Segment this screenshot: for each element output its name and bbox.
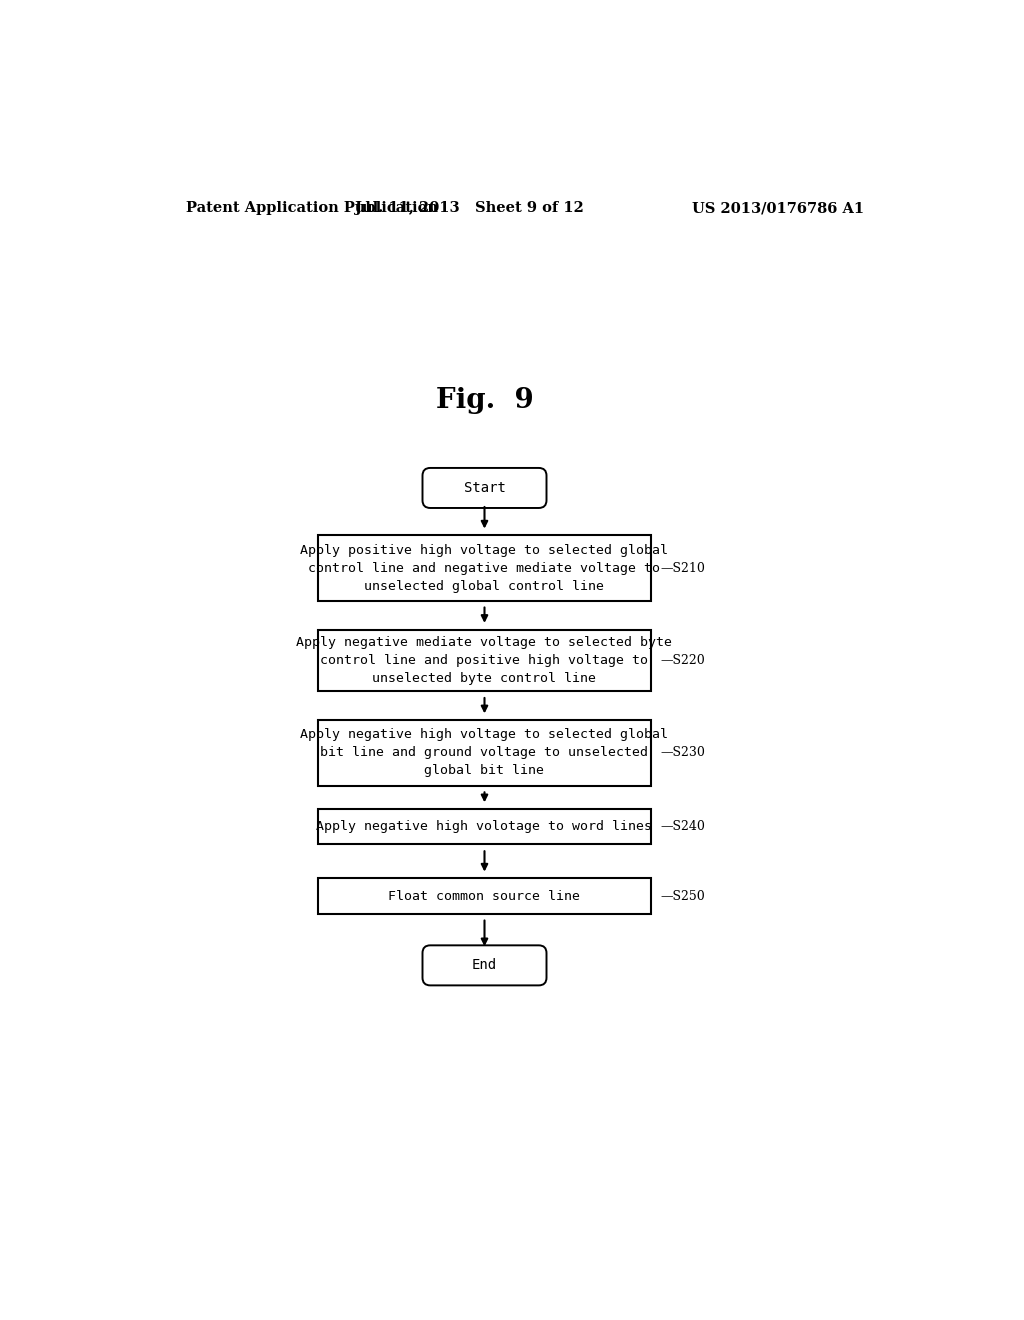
Text: Fig.  9: Fig. 9: [435, 388, 534, 414]
Text: Apply positive high voltage to selected global
control line and negative mediate: Apply positive high voltage to selected …: [300, 544, 669, 593]
Text: —S230: —S230: [660, 746, 706, 759]
FancyBboxPatch shape: [317, 721, 651, 785]
Text: End: End: [472, 958, 497, 973]
Text: Start: Start: [464, 480, 506, 495]
Text: —S240: —S240: [660, 820, 706, 833]
FancyBboxPatch shape: [317, 809, 651, 845]
Text: Jul. 11, 2013   Sheet 9 of 12: Jul. 11, 2013 Sheet 9 of 12: [354, 202, 584, 215]
FancyBboxPatch shape: [423, 469, 547, 508]
FancyBboxPatch shape: [317, 878, 651, 913]
Text: Patent Application Publication: Patent Application Publication: [186, 202, 438, 215]
Text: —S250: —S250: [660, 890, 706, 903]
FancyBboxPatch shape: [317, 536, 651, 601]
FancyBboxPatch shape: [423, 945, 547, 985]
Text: —S210: —S210: [660, 561, 706, 574]
Text: Apply negative mediate voltage to selected byte
control line and positive high v: Apply negative mediate voltage to select…: [297, 636, 673, 685]
FancyBboxPatch shape: [317, 630, 651, 692]
Text: —S220: —S220: [660, 653, 706, 667]
Text: US 2013/0176786 A1: US 2013/0176786 A1: [692, 202, 864, 215]
Text: Apply negative high volotage to word lines: Apply negative high volotage to word lin…: [316, 820, 652, 833]
Text: Apply negative high voltage to selected global
bit line and ground voltage to un: Apply negative high voltage to selected …: [300, 729, 669, 777]
Text: Float common source line: Float common source line: [388, 890, 581, 903]
